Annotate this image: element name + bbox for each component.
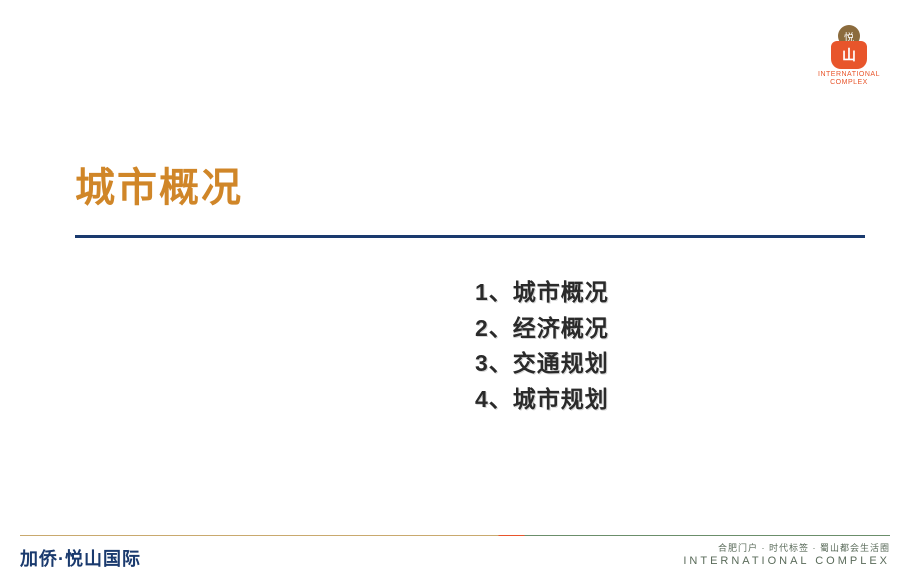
- logo-badge: 悦 山: [827, 25, 871, 69]
- logo-char-bottom: 山: [831, 41, 867, 69]
- logo-text-line2: COMPLEX: [830, 79, 868, 87]
- footer-divider: [20, 535, 890, 536]
- logo-text-line1: INTERNATIONAL: [818, 71, 880, 79]
- footer-tagline: 合肥门户 · 时代标签 · 蜀山都会生活圈: [683, 541, 890, 554]
- footer-right: 合肥门户 · 时代标签 · 蜀山都会生活圈 INTERNATIONAL COMP…: [683, 541, 890, 567]
- logo-top-right: 悦 山 INTERNATIONAL COMPLEX: [818, 25, 880, 88]
- list-item: 1、城市概况: [475, 275, 609, 311]
- page-title: 城市概况: [75, 155, 243, 213]
- footer-brand: 加侨·悦山国际: [20, 545, 141, 571]
- list-item: 3、交通规划: [475, 346, 609, 382]
- list-item: 4、城市规划: [475, 382, 609, 418]
- title-divider: [75, 235, 865, 238]
- list-item: 2、经济概况: [475, 311, 609, 347]
- footer-subtitle: INTERNATIONAL COMPLEX: [683, 555, 890, 567]
- content-list: 1、城市概况 2、经济概况 3、交通规划 4、城市规划: [475, 275, 609, 418]
